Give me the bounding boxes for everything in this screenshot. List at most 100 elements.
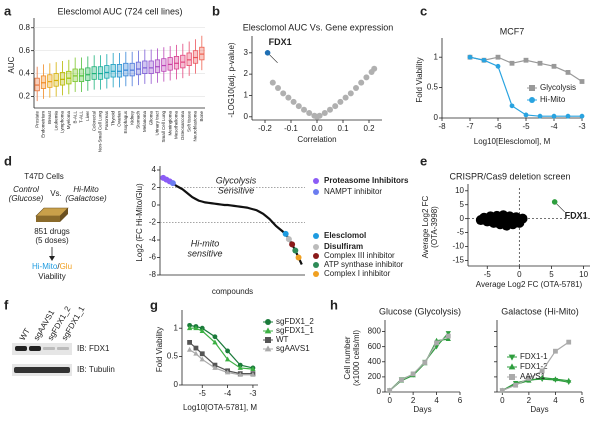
legend-marker [529, 97, 535, 103]
legend-marker [265, 319, 271, 325]
y-tick-label: 10 [455, 186, 464, 195]
marker [387, 388, 393, 393]
marker [539, 368, 545, 374]
point [363, 74, 370, 81]
x-tick-label: -4 [224, 389, 232, 398]
marker [224, 369, 231, 375]
marker [186, 346, 193, 352]
x-tick-label: -5 [484, 270, 492, 279]
legend-marker [508, 363, 516, 370]
x-tick-label: Kidney [129, 110, 134, 125]
marker [553, 348, 558, 354]
x-tick-label: -4 [550, 122, 558, 131]
y-tick-label: 0.2 [19, 92, 31, 101]
x-tick-label: Thyroid [110, 111, 115, 127]
readout: Hi-Mito/Glu [32, 262, 72, 271]
x-tick-label: Glioma [148, 111, 153, 126]
marker [212, 334, 218, 340]
marker [509, 103, 515, 109]
y-axis-label: (OTA-3998) [430, 206, 439, 248]
x-axis-label: Days [530, 405, 548, 414]
point [290, 98, 297, 105]
y-axis-label: Cell number [343, 336, 352, 379]
control-label: Control [13, 185, 39, 194]
chart-title: CRISPR/Cas9 deletion screen [449, 171, 570, 181]
series-line [189, 349, 253, 376]
drugs-label: 851 drugs [34, 227, 70, 236]
point [280, 90, 287, 97]
y-tick-label: 2 [244, 69, 249, 78]
marker [579, 113, 585, 119]
marker [481, 57, 487, 63]
point [295, 103, 302, 110]
control-sub: (Glucose) [9, 194, 44, 203]
marker [537, 113, 543, 119]
marker [199, 328, 205, 333]
chart-title: MCF7 [500, 26, 525, 36]
leader [269, 54, 278, 64]
y-tick-label: -2 [149, 218, 157, 227]
highlight-point [551, 199, 558, 205]
chart-title: Glucose (Glycolysis) [379, 306, 461, 316]
x-tick-label: 5 [549, 270, 554, 279]
x-tick-label: 6 [458, 396, 463, 405]
panel-label: e [420, 153, 427, 168]
marker [193, 325, 199, 331]
legend-label: ATP synthase inhibitor [324, 260, 404, 269]
marker [225, 348, 231, 354]
x-tick-label: Meningioma [167, 111, 172, 136]
x-tick-label: Lymphoma [60, 111, 65, 134]
x-axis-label: Correlation [297, 135, 336, 144]
x-tick-label: Melanoma [142, 111, 147, 133]
y-tick-label: 0.8 [19, 23, 31, 32]
highlight-point [285, 236, 292, 243]
annotation: Sensitive [218, 185, 255, 195]
legend-label: sgAAVS1 [276, 344, 310, 353]
x-tick-label: 4 [434, 396, 439, 405]
point [507, 215, 518, 226]
legend-marker [264, 327, 272, 334]
marker [250, 371, 256, 377]
y-tick-label: 0 [377, 387, 382, 396]
x-tick-label: Urinary tract [155, 110, 160, 135]
x-axis-label: Log10[Elesclomol], M [474, 137, 551, 146]
x-tick-label: 4 [553, 396, 558, 405]
arrow-head [49, 256, 55, 261]
x-tick-label: B-ALL [72, 111, 77, 124]
y-axis-label: Fold Viability [415, 57, 424, 102]
point [353, 85, 359, 91]
legend-marker [265, 337, 271, 343]
leader [556, 203, 565, 213]
x-tick-label: 2 [411, 396, 416, 405]
legend-label: Glycolysis [540, 83, 576, 92]
x-tick-label: 0 [517, 270, 522, 279]
legend-label: Elesclomol [324, 231, 366, 240]
marker [199, 351, 205, 357]
chart-title: Galactose (Hi-Mito) [501, 306, 579, 316]
marker [445, 331, 451, 336]
readout-glu: Glu [60, 262, 72, 271]
blot-f: f WT sgAAVS1 sgFDX1_2 sgFDX1_1 IB: FDX1 … [4, 297, 115, 376]
row-label: IB: FDX1 [77, 344, 110, 353]
x-tick-label: -6 [494, 122, 502, 131]
x-tick-label: Bone [199, 111, 204, 122]
y-tick-label: 1 [434, 52, 439, 61]
x-tick-label: 0.0 [311, 124, 323, 133]
point [316, 112, 323, 119]
x-tick-label: 0 [500, 396, 505, 405]
highlight-point [264, 50, 271, 56]
point [327, 106, 333, 113]
y-axis-label: (x1000 cells/ml) [352, 330, 361, 386]
x-tick-label: Osteosarcoma [180, 111, 185, 141]
y-tick-label: 5 [460, 200, 465, 209]
point [269, 79, 276, 86]
x-tick-label: Liver [85, 111, 90, 121]
marker [513, 382, 518, 388]
himito-label: Hi-Mito [73, 185, 99, 194]
marker [237, 371, 243, 377]
marker [509, 60, 515, 66]
y-tick-label: 4 [152, 165, 157, 174]
series-line [189, 327, 253, 370]
legend-label: Proteasome Inhibitors [324, 176, 409, 185]
y-axis-label: Log2 (FC Hi-Mito/Glu) [135, 183, 144, 262]
